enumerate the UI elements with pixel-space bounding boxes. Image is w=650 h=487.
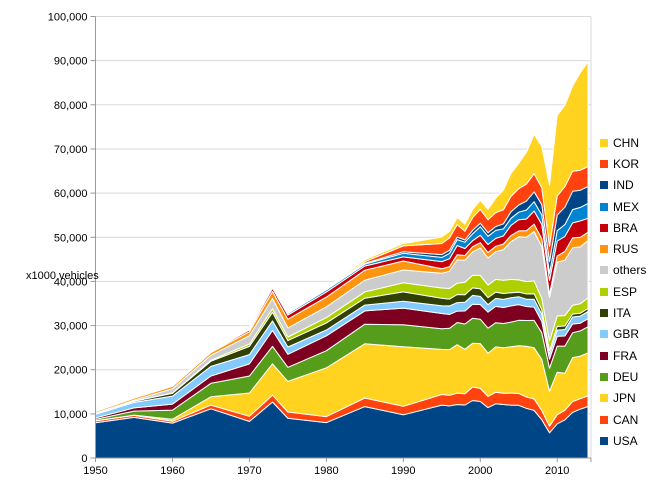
legend-item-RUS: RUS <box>600 238 646 259</box>
legend-item-GBR: GBR <box>600 324 646 345</box>
legend-color-chip-USA <box>600 436 608 445</box>
legend-label-others: others <box>613 263 647 278</box>
legend-color-chip-BRA <box>600 223 608 232</box>
legend-item-IND: IND <box>600 175 646 196</box>
legend-color-chip-ESP <box>600 287 608 296</box>
legend-color-chip-RUS <box>600 245 608 254</box>
legend-item-USA: USA <box>600 430 646 451</box>
x-tick-label-1970: 1970 <box>237 465 261 477</box>
legend-label-KOR: KOR <box>613 156 640 171</box>
legend-color-chip-ITA <box>600 309 608 318</box>
legend-item-CHN: CHN <box>600 132 646 153</box>
y-tick-label-40,000: 40,000 <box>54 276 88 288</box>
legend-label-ITA: ITA <box>613 306 631 321</box>
y-tick-label-50,000: 50,000 <box>54 232 88 244</box>
legend-color-chip-JPN <box>600 394 608 403</box>
x-tick-label-1960: 1960 <box>160 465 184 477</box>
legend-label-USA: USA <box>613 433 638 448</box>
y-tick-label-90,000: 90,000 <box>54 56 88 68</box>
legend-item-BRA: BRA <box>600 217 646 238</box>
legend-color-chip-CHN <box>600 138 608 147</box>
legend-color-chip-GBR <box>600 330 608 339</box>
legend-item-KOR: KOR <box>600 153 646 174</box>
legend-label-GBR: GBR <box>613 327 640 342</box>
y-tick-label-60,000: 60,000 <box>54 188 88 200</box>
x-tick-label-2010: 2010 <box>545 465 569 477</box>
legend-label-BRA: BRA <box>613 220 638 235</box>
legend-item-CAN: CAN <box>600 409 646 430</box>
y-tick-label-0: 0 <box>81 453 87 465</box>
legend-item-ESP: ESP <box>600 281 646 302</box>
legend-color-chip-IND <box>600 181 608 190</box>
legend-item-ITA: ITA <box>600 302 646 323</box>
x-tick-label-2000: 2000 <box>468 465 492 477</box>
x-tick-label-1950: 1950 <box>83 465 107 477</box>
y-tick-label-70,000: 70,000 <box>54 144 88 156</box>
chart-legend: CHN KOR IND MEX BRA RUS others ESP ITA GBR FRA DEU J… <box>600 132 646 451</box>
legend-label-CHN: CHN <box>613 135 639 150</box>
legend-color-chip-CAN <box>600 415 608 424</box>
legend-item-others: others <box>600 260 646 281</box>
legend-label-RUS: RUS <box>613 242 639 257</box>
x-tick-label-1980: 1980 <box>314 465 338 477</box>
y-tick-label-10,000: 10,000 <box>54 409 88 421</box>
legend-color-chip-KOR <box>600 159 608 168</box>
legend-label-FRA: FRA <box>613 348 637 363</box>
y-tick-label-30,000: 30,000 <box>54 321 88 333</box>
legend-label-IND: IND <box>613 178 634 193</box>
y-tick-label-80,000: 80,000 <box>54 100 88 112</box>
legend-label-MEX: MEX <box>613 199 640 214</box>
legend-color-chip-MEX <box>600 202 608 211</box>
y-tick-label-20,000: 20,000 <box>54 365 88 377</box>
legend-label-DEU: DEU <box>613 369 639 384</box>
legend-color-chip-FRA <box>600 351 608 360</box>
legend-label-ESP: ESP <box>613 284 638 299</box>
y-tick-label-100,000: 100,000 <box>48 12 88 24</box>
y-axis-title: x1000 vehicles <box>26 270 99 282</box>
legend-label-JPN: JPN <box>613 391 636 406</box>
legend-item-FRA: FRA <box>600 345 646 366</box>
x-tick-label-1990: 1990 <box>391 465 415 477</box>
legend-label-CAN: CAN <box>613 412 639 427</box>
legend-color-chip-others <box>600 266 608 275</box>
legend-item-MEX: MEX <box>600 196 646 217</box>
legend-item-JPN: JPN <box>600 388 646 409</box>
area-CHN <box>95 61 589 412</box>
legend-item-DEU: DEU <box>600 366 646 387</box>
legend-color-chip-DEU <box>600 372 608 381</box>
